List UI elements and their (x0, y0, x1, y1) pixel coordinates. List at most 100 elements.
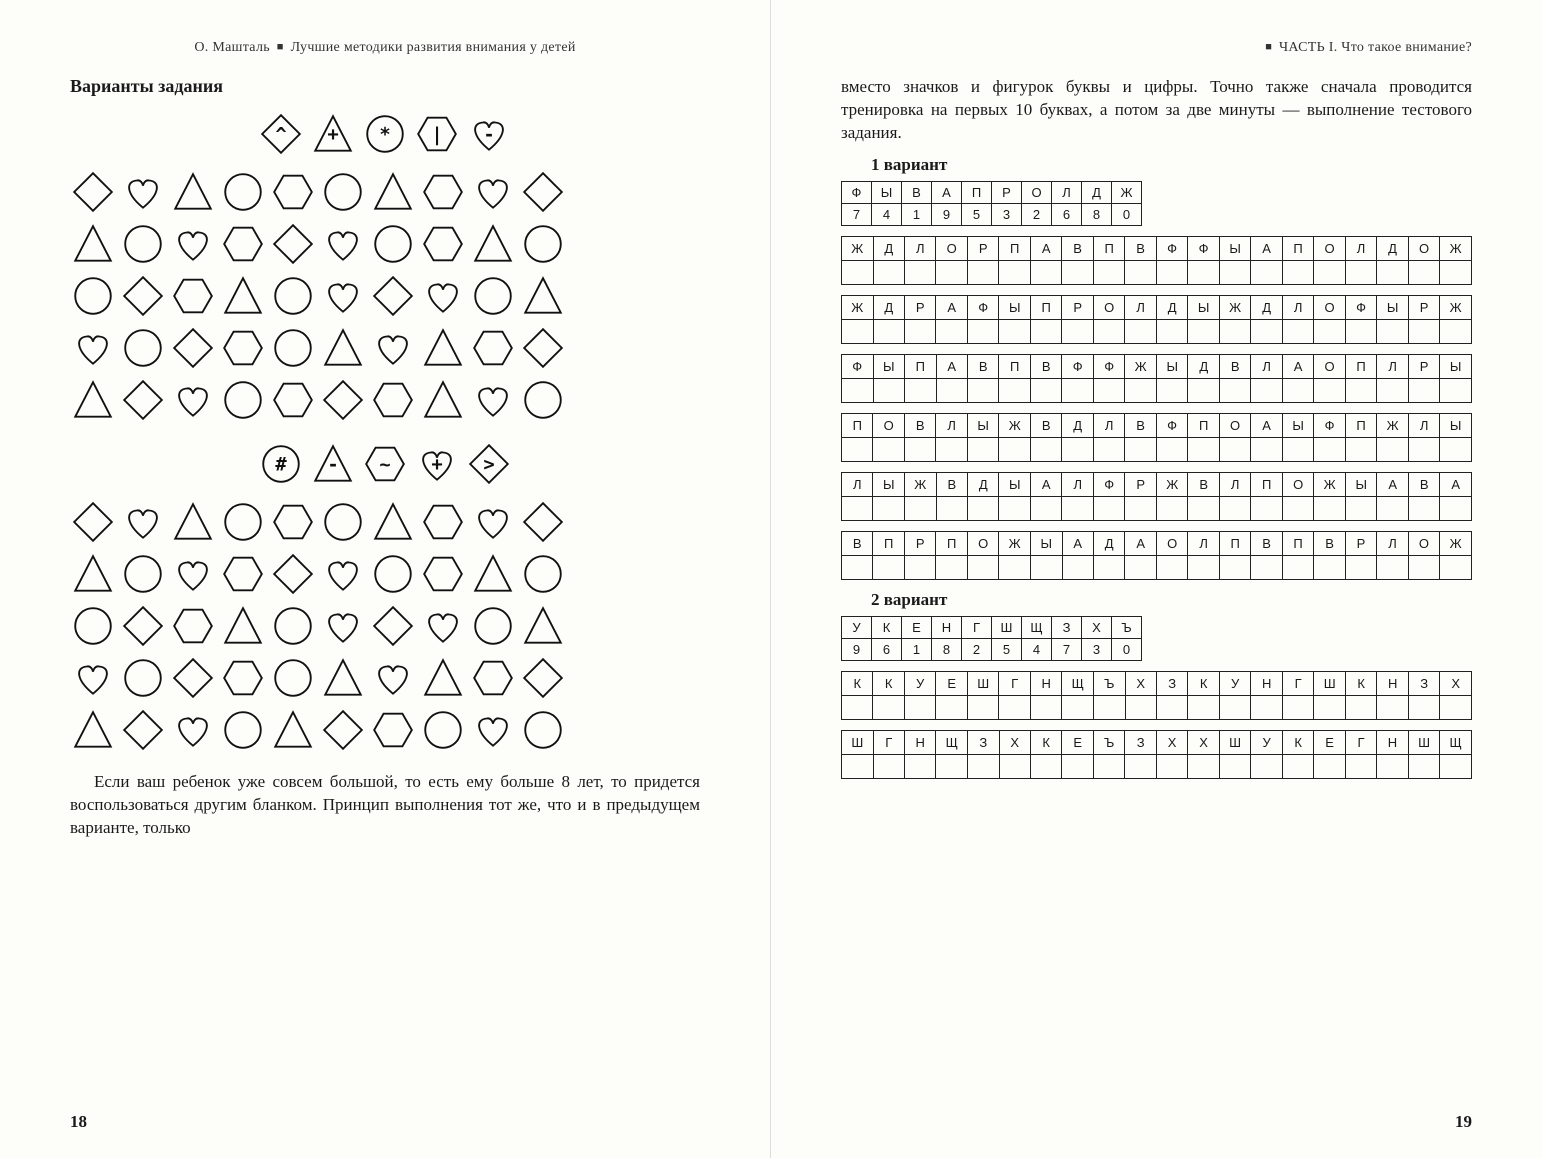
table-cell: Ш (1314, 671, 1346, 695)
diamond-icon (520, 655, 566, 701)
table-cell (967, 378, 998, 402)
table-cell (1188, 437, 1219, 461)
circle-icon (70, 273, 116, 319)
table-cell: У (1219, 671, 1250, 695)
variant1-key-table: ФЫВАПРОЛДЖ7419532680 (841, 181, 1472, 226)
table-cell: Д (968, 472, 999, 496)
table-cell: 3 (1082, 638, 1112, 660)
shape-row (70, 603, 700, 649)
heart-icon (70, 325, 116, 371)
circle-icon (120, 655, 166, 701)
table-cell (1282, 695, 1313, 719)
svg-text:#: # (275, 454, 287, 475)
table-cell: У (1251, 730, 1282, 754)
table-cell (1062, 496, 1093, 520)
circle-icon (520, 551, 566, 597)
table-cell (873, 378, 905, 402)
table-cell: Л (1188, 531, 1219, 555)
table-cell (999, 695, 1030, 719)
bullet-icon: ■ (1265, 41, 1275, 53)
letter-table: ЖДРАФЫПРОЛДЫЖДЛОФЫРЖ (841, 295, 1472, 344)
table-cell: Ф (967, 295, 998, 319)
table-cell: Ъ (1093, 730, 1125, 754)
table-cell: Ж (1156, 472, 1188, 496)
hexagon-icon (220, 221, 266, 267)
svg-text:^: ^ (275, 124, 286, 145)
table-cell: П (905, 354, 936, 378)
hexagon-key-icon: ~ (362, 441, 408, 487)
heart-icon (170, 377, 216, 423)
table-cell: З (968, 730, 999, 754)
table-cell (1062, 319, 1093, 343)
table-cell: Щ (1440, 730, 1472, 754)
hexagon-icon (470, 655, 516, 701)
table-cell (873, 437, 905, 461)
page-number-right: 19 (1455, 1112, 1472, 1132)
table-cell: Г (962, 616, 992, 638)
hexagon-icon (270, 169, 316, 215)
table-cell (1377, 260, 1408, 284)
table-cell (967, 437, 999, 461)
table-cell: Ф (1062, 354, 1094, 378)
letter-table: УКЕНГШЩЗХЪ9618254730 (841, 616, 1142, 661)
table-cell: Ы (1440, 413, 1472, 437)
circle-icon (120, 325, 166, 371)
triangle-icon (370, 169, 416, 215)
table-cell: Л (1282, 295, 1313, 319)
diamond-icon (370, 603, 416, 649)
table-cell: О (1156, 531, 1188, 555)
table-cell (904, 555, 935, 579)
table-cell (1314, 754, 1345, 778)
heart-icon (120, 169, 166, 215)
hexagon-key-icon: | (414, 111, 460, 157)
heart-icon (320, 603, 366, 649)
table-cell (999, 555, 1031, 579)
table-cell: Ш (842, 730, 874, 754)
table-cell (1125, 260, 1156, 284)
table-cell (967, 555, 999, 579)
table-cell (1440, 378, 1472, 402)
table-cell: З (1157, 671, 1188, 695)
table-cell: А (1030, 236, 1061, 260)
diamond-key-icon: > (466, 441, 512, 487)
table-cell: Л (936, 413, 967, 437)
table-cell: Ш (1408, 730, 1440, 754)
table-cell (1440, 754, 1472, 778)
shapes-key-1: ^+*|- (70, 111, 700, 157)
table-cell: 6 (1052, 203, 1082, 225)
author-name: О. Машталь (194, 40, 270, 55)
table-cell (1408, 260, 1440, 284)
table-cell (1345, 754, 1376, 778)
table-cell: 9 (932, 203, 962, 225)
triangle-key-icon: + (310, 111, 356, 157)
table-cell (1031, 496, 1062, 520)
table-cell (1440, 555, 1472, 579)
table-cell: Е (936, 671, 967, 695)
table-cell (1251, 754, 1282, 778)
heart-icon (470, 707, 516, 753)
table-cell: Х (1082, 616, 1112, 638)
table-cell: Х (1125, 671, 1156, 695)
table-cell: У (904, 671, 935, 695)
table-cell: Х (1440, 671, 1472, 695)
table-cell: Н (1030, 671, 1062, 695)
table-cell: Ы (872, 181, 902, 203)
table-cell: 2 (962, 638, 992, 660)
table-cell (968, 754, 999, 778)
circle-icon (120, 221, 166, 267)
table-cell: П (1251, 472, 1282, 496)
table-cell (1030, 695, 1062, 719)
triangle-icon (70, 221, 116, 267)
table-cell: Ж (842, 295, 874, 319)
heart-icon (420, 273, 466, 319)
table-cell: Ш (967, 671, 999, 695)
table-cell (1030, 555, 1062, 579)
table-cell: Г (1345, 730, 1376, 754)
table-cell (1093, 695, 1125, 719)
triangle-icon (470, 221, 516, 267)
table-cell: Ъ (1093, 671, 1125, 695)
diamond-icon (170, 325, 216, 371)
table-cell: П (873, 531, 904, 555)
hexagon-icon (370, 377, 416, 423)
table-cell: В (1062, 236, 1093, 260)
